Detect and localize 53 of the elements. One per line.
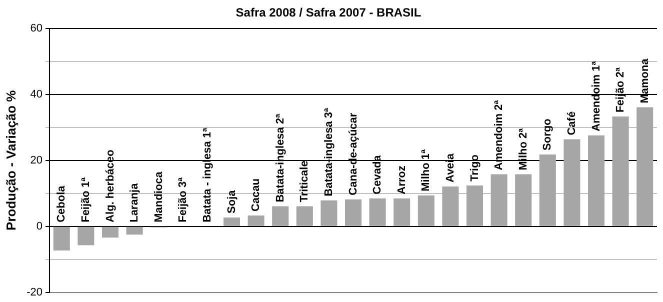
x-tick-label: Cevada	[372, 154, 384, 194]
y-tick-label: 40	[30, 88, 42, 100]
x-tick-label: Aveia	[444, 152, 456, 182]
bar	[466, 185, 484, 226]
x-tick-label: Cana-de-açúcar	[347, 112, 360, 196]
x-tick-label: Cacau	[250, 178, 262, 212]
y-tick-label: 60	[30, 22, 42, 34]
x-tick-label: Milho 2ª	[517, 127, 530, 170]
y-axis-title: Produção - Variação %	[3, 90, 18, 230]
x-tick-label: Cebola	[56, 184, 68, 222]
x-tick-label: Milho 1ª	[420, 148, 432, 192]
bar	[344, 199, 362, 226]
bar	[490, 174, 508, 226]
bar	[612, 116, 629, 226]
bar	[418, 195, 434, 226]
x-tick-label: Mamona	[638, 58, 651, 104]
bar	[53, 226, 70, 250]
bar	[369, 198, 386, 226]
x-tick-label: Laranja	[128, 182, 141, 222]
x-tick-label: Amendoim 2ª	[493, 99, 506, 170]
x-tick-label: Batata-inglesa 3ª	[322, 106, 335, 196]
bar	[394, 198, 410, 226]
x-tick-label: Trigo	[468, 154, 481, 182]
bar	[442, 186, 459, 226]
bar	[272, 206, 289, 226]
bar	[223, 217, 240, 226]
y-tick-label: 0	[36, 220, 42, 232]
bar	[515, 174, 532, 226]
x-tick-label: Sorgo	[542, 118, 554, 150]
bar	[636, 107, 654, 226]
bar	[78, 226, 94, 246]
x-tick-label: Feijão 1ª	[80, 176, 92, 222]
x-tick-label: Amendoim 1ª	[590, 60, 602, 132]
bar	[564, 139, 580, 226]
bar	[320, 200, 338, 226]
y-tick-label: -20	[26, 286, 42, 298]
bar	[102, 226, 119, 238]
bar	[539, 154, 556, 226]
bar	[588, 135, 605, 226]
x-tick-label: Café	[566, 111, 578, 136]
y-tick-label: 20	[30, 154, 42, 166]
chart-title: Safra 2008 / Safra 2007 - BRASIL	[236, 6, 422, 20]
x-tick-label: Alg. herbáceo	[104, 149, 116, 222]
bar	[248, 216, 264, 226]
x-tick-label: Triticale	[298, 160, 311, 202]
x-tick-label: Arroz	[396, 165, 408, 194]
x-tick-label: Feijão 2ª	[614, 66, 627, 113]
bar	[296, 206, 313, 226]
x-tick-label: Feijão 3ª	[177, 176, 190, 222]
bar	[126, 226, 143, 235]
x-tick-label: Soja	[226, 189, 238, 214]
x-tick-label: Mandioca	[152, 170, 165, 222]
x-tick-label: Batata-inglesa 2ª	[274, 112, 286, 202]
